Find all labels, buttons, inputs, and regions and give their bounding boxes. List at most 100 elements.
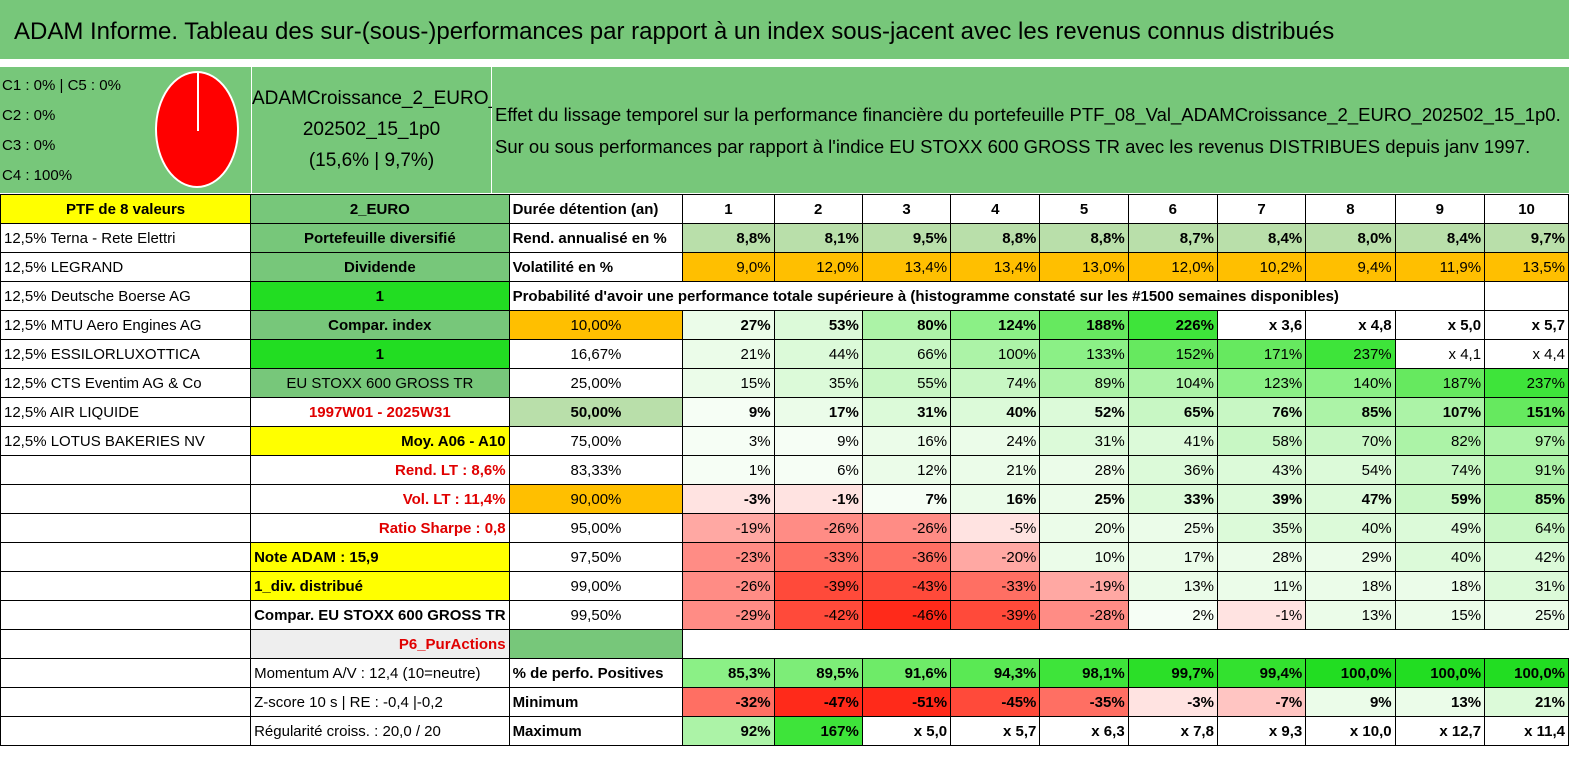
description-line: Sur ou sous performances par rapport à l… (495, 136, 1531, 157)
minimum-cell: -51% (861, 687, 952, 717)
year-header: 5 (1039, 194, 1129, 224)
minimum-cell: -7% (1216, 687, 1307, 717)
pie-legend-item: C3 : 0% (2, 137, 56, 154)
probability-cell: 24% (950, 426, 1041, 456)
info-cell: Régularité croiss. : 20,0 / 20 (250, 716, 510, 746)
table-row: Rend. LT : 8,6% 83,33% 1% 6% 12% 21% 28% 36% 43%… (0, 455, 1569, 485)
info-cell: Dividende (250, 252, 510, 282)
probability-cell: 6% (773, 455, 863, 485)
probability-cell: 15% (682, 368, 775, 398)
probability-cell: 25% (1484, 600, 1569, 630)
return-cell: 8,8% (1039, 223, 1129, 253)
probability-level: 83,33% (508, 455, 684, 485)
probability-cell: 15% (1394, 600, 1486, 630)
probability-cell: 25% (1039, 484, 1129, 514)
probability-cell: 237% (1305, 339, 1396, 369)
pie-slice-divider (197, 73, 199, 131)
minimum-cell: -47% (773, 687, 863, 717)
probability-cell: 35% (1216, 513, 1307, 543)
probability-cell: -19% (1039, 571, 1129, 601)
probability-cell: 40% (1305, 513, 1396, 543)
probability-cell: x 5,7 (1484, 310, 1569, 340)
probability-cell: 9% (773, 426, 863, 456)
probability-cell: x 4,8 (1305, 310, 1396, 340)
probability-cell: 151% (1484, 397, 1569, 427)
probability-cell: 188% (1039, 310, 1129, 340)
minimum-cell: 13% (1394, 687, 1486, 717)
return-cell: 8,4% (1216, 223, 1307, 253)
probability-cell: 171% (1216, 339, 1307, 369)
probability-cell: 18% (1305, 571, 1396, 601)
info-cell: Momentum A/V : 12,4 (10=neutre) (250, 658, 510, 688)
maximum-cell: x 6,3 (1039, 716, 1129, 746)
volatility-cell: 9,4% (1305, 252, 1396, 282)
probability-cell: 35% (773, 368, 863, 398)
volatility-cell: 12,0% (773, 252, 863, 282)
probability-level: 95,00% (508, 513, 684, 543)
year-header: 3 (861, 194, 952, 224)
info-cell: Note ADAM : 15,9 (250, 542, 510, 572)
probability-cell: -26% (773, 513, 863, 543)
probability-cell: 59% (1394, 484, 1486, 514)
probability-cell: 29% (1305, 542, 1396, 572)
row-label-volatility: Volatilité en % (508, 252, 684, 282)
maximum-cell: x 11,4 (1484, 716, 1569, 746)
probability-cell: 28% (1039, 455, 1129, 485)
probability-cell: 39% (1216, 484, 1307, 514)
probability-cell: 54% (1305, 455, 1396, 485)
probability-cell: 124% (950, 310, 1041, 340)
probability-cell: -33% (773, 542, 863, 572)
positive-cell: 98,1% (1039, 658, 1129, 688)
positive-cell: 100,0% (1394, 658, 1486, 688)
allocation-pie-chart (155, 71, 239, 188)
info-cell: Rend. LT : 8,6% (250, 455, 510, 485)
probability-cell: -20% (950, 542, 1041, 572)
probability-cell: -26% (682, 571, 775, 601)
probability-cell: 7% (861, 484, 952, 514)
info-cell: EU STOXX 600 GROSS TR (250, 368, 510, 398)
table-row: 12,5% ESSILORLUXOTTICA 1 16,67% 21% 44% 66% 10… (0, 339, 1569, 369)
maximum-cell: x 10,0 (1305, 716, 1396, 746)
volatility-cell: 13,4% (861, 252, 952, 282)
probability-cell: 226% (1127, 310, 1218, 340)
table-row: 12,5% MTU Aero Engines AG Compar. index 10… (0, 310, 1569, 340)
probability-cell: 31% (861, 397, 952, 427)
positive-cell: 99,7% (1127, 658, 1218, 688)
info-cell: Moy. A06 - A10 (250, 426, 510, 456)
probability-cell: -1% (1216, 600, 1307, 630)
probability-cell: 52% (1039, 397, 1129, 427)
holding-cell (0, 716, 252, 746)
row-label-maximum: Maximum (508, 716, 684, 746)
table-row: 12,5% Deutsche Boerse AG 1 Probabilité d'a… (0, 281, 1569, 311)
probability-cell: 3% (682, 426, 775, 456)
holding-cell (0, 600, 252, 630)
table-row: 12,5% CTS Eventim AG & Co EU STOXX 600 GR… (0, 368, 1569, 398)
empty-cell (508, 629, 684, 659)
probability-cell: 133% (1039, 339, 1129, 369)
allocation-box: C1 : 0% | C5 : 0% C2 : 0% C3 : 0% C4 : 1… (0, 67, 251, 193)
probability-cell: 44% (773, 339, 863, 369)
probability-cell: 1% (682, 455, 775, 485)
table-row: Compar. EU STOXX 600 GROSS TR 99,50% -29% -… (0, 600, 1569, 630)
holding-cell (0, 629, 252, 659)
probability-cell: 16% (861, 426, 952, 456)
holding-cell: 12,5% MTU Aero Engines AG (0, 310, 252, 340)
probability-cell: 80% (861, 310, 952, 340)
probability-cell: 91% (1484, 455, 1569, 485)
table-row: Note ADAM : 15,9 97,50% -23% -33% -36% -20% 10… (0, 542, 1569, 572)
probability-cell: 33% (1127, 484, 1218, 514)
return-cell: 9,7% (1484, 223, 1569, 253)
info-cell: P6_PurActions (250, 629, 510, 659)
probability-cell: -29% (682, 600, 775, 630)
probability-cell: x 4,4 (1484, 339, 1569, 369)
probability-cell: 18% (1394, 571, 1486, 601)
year-header: 4 (950, 194, 1041, 224)
info-cell: Vol. LT : 11,4% (250, 484, 510, 514)
probability-cell: 43% (1216, 455, 1307, 485)
info-cell: 1 (250, 281, 510, 311)
volatility-cell: 10,2% (1216, 252, 1307, 282)
probability-cell: 70% (1305, 426, 1396, 456)
probability-cell: 31% (1484, 571, 1569, 601)
performance-table: PTF de 8 valeurs 2_EURO Durée détention (a… (0, 194, 1569, 746)
